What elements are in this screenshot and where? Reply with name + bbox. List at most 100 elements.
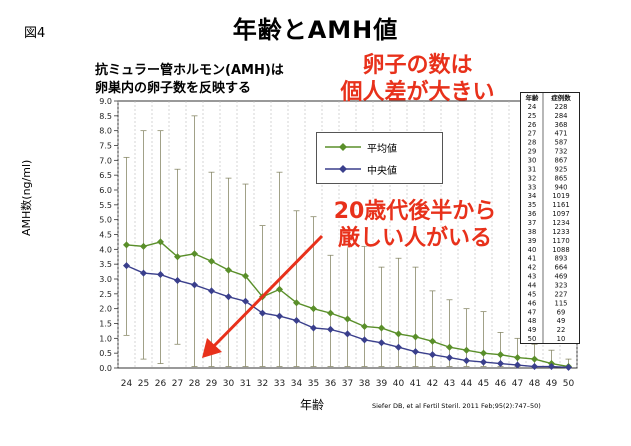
data-point-mean bbox=[531, 355, 538, 363]
data-point-median bbox=[378, 339, 385, 347]
data-point-mean bbox=[191, 250, 198, 258]
table-cell-age: 32 bbox=[528, 174, 537, 182]
table-cell-age: 38 bbox=[528, 228, 537, 236]
data-point-mean bbox=[242, 272, 249, 280]
data-point-median bbox=[310, 324, 317, 332]
data-point-mean bbox=[446, 343, 453, 351]
table-cell-age: 50 bbox=[528, 335, 537, 343]
table-cell-age: 26 bbox=[528, 121, 537, 129]
table-cell-count: 22 bbox=[557, 326, 566, 334]
table-cell-count: 368 bbox=[555, 121, 568, 129]
table-cell-count: 664 bbox=[555, 264, 568, 272]
x-tick-label: 31 bbox=[240, 379, 251, 389]
x-tick-label: 50 bbox=[563, 379, 575, 389]
x-tick-label: 26 bbox=[155, 379, 167, 389]
x-tick-label: 39 bbox=[376, 379, 388, 389]
data-point-median bbox=[429, 351, 436, 359]
table-header-age: 年齢 bbox=[526, 93, 540, 102]
data-point-mean bbox=[208, 257, 215, 265]
table-cell-count: 49 bbox=[557, 317, 566, 325]
x-tick-label: 28 bbox=[189, 379, 201, 389]
table-cell-age: 29 bbox=[528, 148, 537, 156]
x-tick-label: 34 bbox=[291, 379, 303, 389]
legend-label-median: 中央値 bbox=[367, 165, 397, 177]
data-point-mean bbox=[361, 322, 368, 330]
legend-item-median: 中央値 bbox=[325, 161, 397, 177]
data-point-median bbox=[276, 312, 283, 320]
x-tick-label: 44 bbox=[461, 379, 473, 389]
data-point-median bbox=[242, 297, 249, 305]
chart-title: 抗ミュラー管ホルモン(AMH)は 卵巣内の卵子数を反映する bbox=[95, 63, 284, 96]
y-tick-label: 3.0 bbox=[99, 275, 112, 284]
data-point-median bbox=[157, 271, 164, 279]
table-cell-count: 925 bbox=[555, 165, 568, 173]
data-point-mean bbox=[344, 315, 351, 323]
y-tick-label: 8.5 bbox=[99, 112, 112, 121]
x-tick-label: 47 bbox=[512, 379, 523, 389]
data-point-median bbox=[446, 354, 453, 362]
table-cell-count: 10 bbox=[557, 335, 566, 343]
table-cell-count: 1097 bbox=[552, 210, 569, 218]
data-point-median bbox=[548, 363, 555, 371]
table-cell-age: 31 bbox=[528, 165, 537, 173]
table-cell-count: 1234 bbox=[552, 219, 569, 227]
y-tick-label: 2.0 bbox=[99, 305, 112, 314]
table-cell-age: 48 bbox=[528, 317, 537, 325]
y-tick-label: 7.5 bbox=[99, 142, 112, 151]
data-point-mean bbox=[140, 242, 147, 250]
table-cell-count: 284 bbox=[555, 112, 568, 120]
table-cell-count: 1233 bbox=[552, 228, 569, 236]
citation: Siefer DB, et al Fertil Steril. 2011 Feb… bbox=[372, 402, 541, 410]
data-point-median bbox=[123, 262, 130, 270]
chart-legend: 平均値 中央値 bbox=[316, 132, 443, 184]
legend-mean-swatch bbox=[325, 143, 361, 151]
data-point-mean bbox=[157, 238, 164, 246]
data-point-median bbox=[463, 357, 470, 365]
table-cell-age: 25 bbox=[528, 112, 537, 120]
x-tick-label: 38 bbox=[359, 379, 371, 389]
x-tick-label: 25 bbox=[138, 379, 149, 389]
data-point-median bbox=[531, 363, 538, 371]
data-point-median bbox=[174, 276, 181, 284]
y-tick-label: 4.0 bbox=[99, 245, 112, 254]
table-cell-count: 227 bbox=[555, 290, 568, 298]
x-tick-label: 46 bbox=[495, 379, 507, 389]
y-tick-label: 5.5 bbox=[99, 201, 112, 210]
legend-label-mean: 平均値 bbox=[367, 143, 397, 155]
table-cell-count: 1088 bbox=[552, 246, 569, 254]
data-point-mean bbox=[174, 253, 181, 261]
table-cell-count: 471 bbox=[555, 130, 568, 138]
data-point-median bbox=[140, 269, 147, 277]
x-tick-label: 35 bbox=[308, 379, 319, 389]
y-tick-label: 8.0 bbox=[99, 127, 112, 136]
table-cell-age: 37 bbox=[528, 219, 537, 227]
data-point-median bbox=[395, 343, 402, 351]
table-header-count: 症例数 bbox=[551, 93, 571, 102]
annotation-arrowhead bbox=[202, 338, 222, 358]
data-point-mean bbox=[497, 351, 504, 359]
y-tick-label: 2.5 bbox=[99, 290, 112, 299]
table-cell-age: 41 bbox=[528, 255, 537, 263]
table-cell-age: 39 bbox=[528, 237, 537, 245]
annotation-individual-difference: 卵子の数は 個人差が大きい bbox=[340, 53, 495, 105]
table-cell-count: 865 bbox=[555, 174, 568, 182]
x-tick-label: 33 bbox=[274, 379, 285, 389]
x-tick-label: 41 bbox=[410, 379, 421, 389]
table-cell-age: 46 bbox=[528, 299, 537, 307]
y-tick-label: 0.0 bbox=[99, 364, 112, 373]
data-point-mean bbox=[395, 330, 402, 338]
y-tick-label: 0.5 bbox=[99, 349, 112, 358]
table-cell-age: 36 bbox=[528, 210, 537, 218]
x-tick-label: 48 bbox=[529, 379, 541, 389]
data-point-median bbox=[225, 293, 232, 301]
table-cell-count: 115 bbox=[555, 299, 568, 307]
data-point-median bbox=[412, 348, 419, 356]
x-tick-label: 42 bbox=[427, 379, 438, 389]
table-cell-count: 867 bbox=[555, 156, 568, 164]
x-tick-label: 43 bbox=[444, 379, 455, 389]
table-cell-age: 27 bbox=[528, 130, 537, 138]
data-point-mean bbox=[480, 349, 487, 357]
table-cell-age: 35 bbox=[528, 201, 537, 209]
data-point-median bbox=[191, 281, 198, 289]
